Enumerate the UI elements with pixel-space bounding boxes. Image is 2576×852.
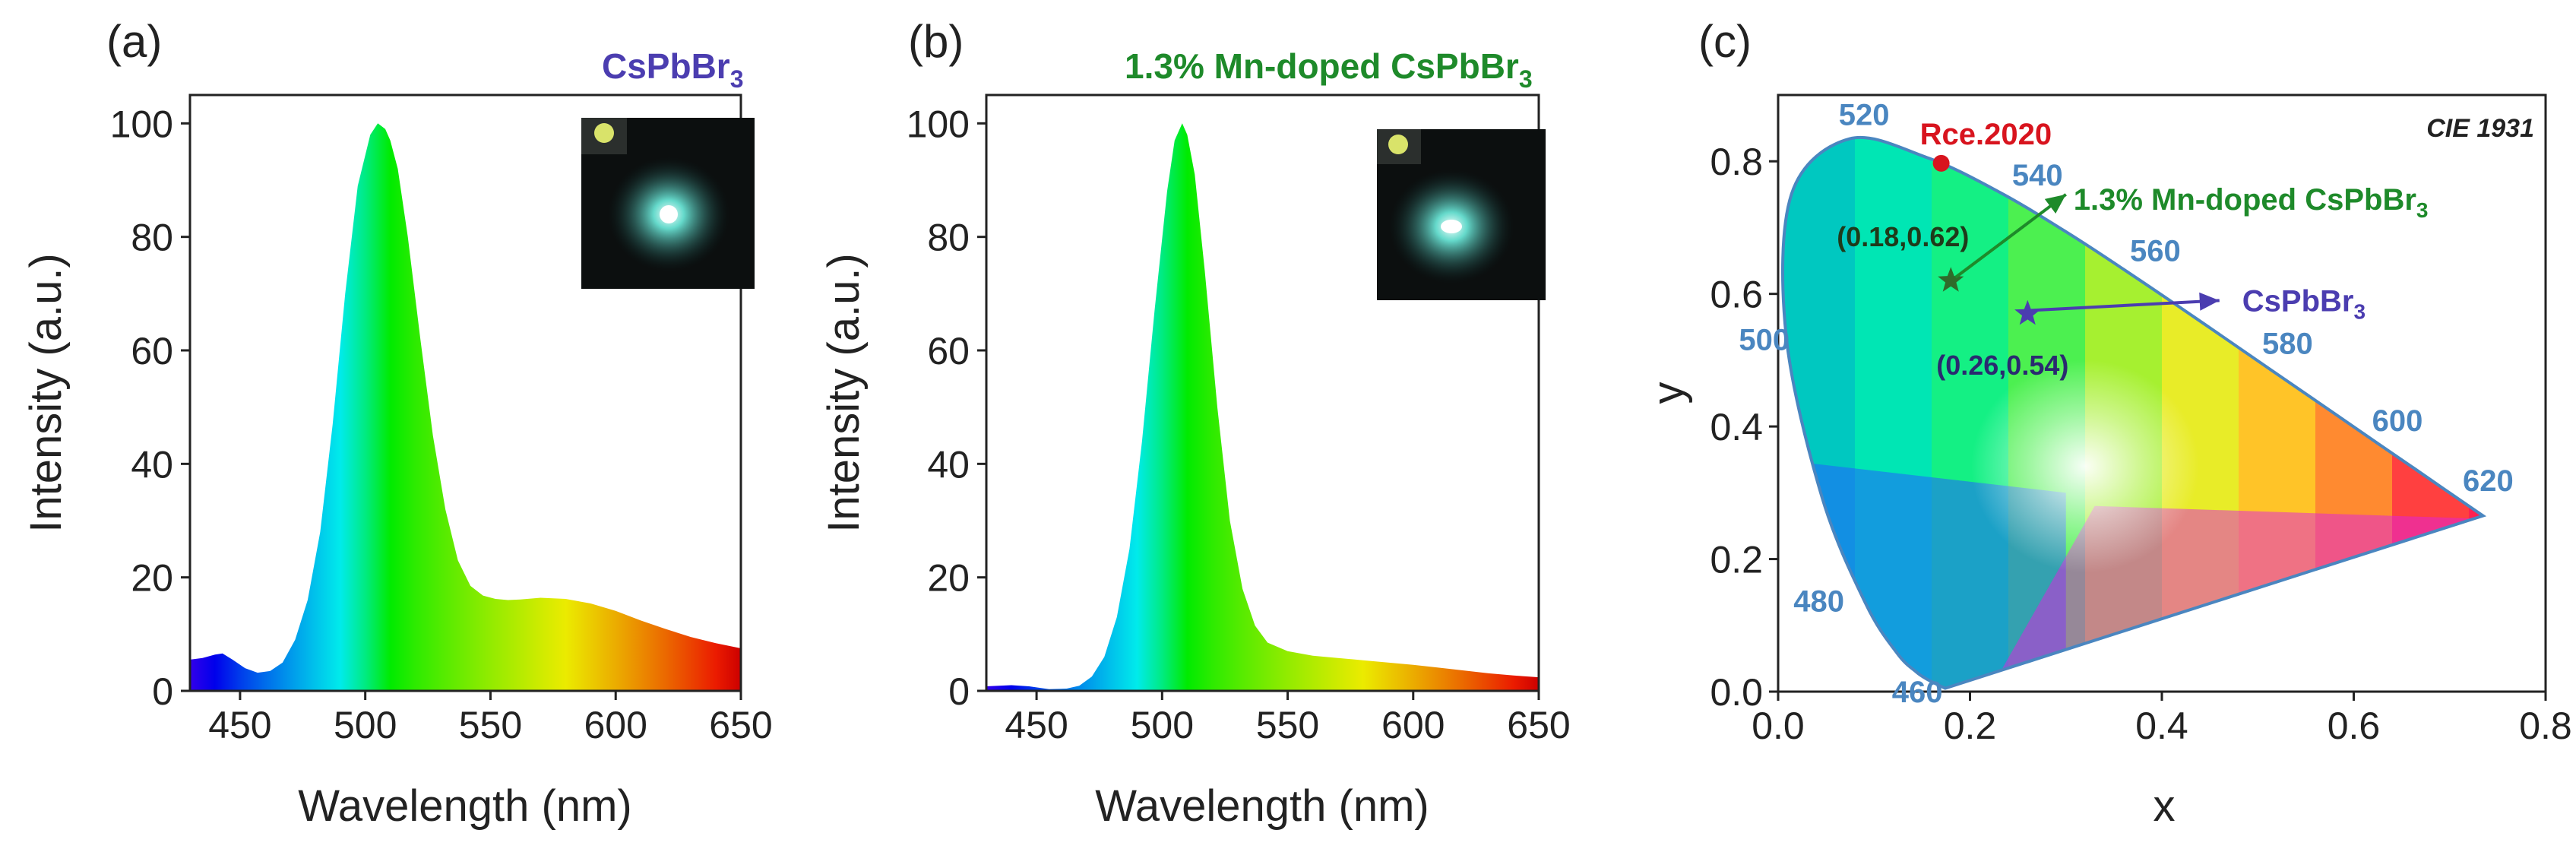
mn-doped-coords-label: (0.18,0.62) <box>1837 221 1969 252</box>
arrow-label: CsPbBr3 <box>2242 284 2366 323</box>
y-axis-c: 0.0 0.2 0.4 0.6 0.8 <box>1710 141 1778 714</box>
x-tick-label: 450 <box>208 704 271 746</box>
panel-b-label: (b) <box>908 16 964 67</box>
y-tick-label: 20 <box>927 557 970 600</box>
x-tick-label: 550 <box>1256 704 1319 746</box>
y-tick-label: 0.4 <box>1710 406 1763 448</box>
wavelength-label: 540 <box>2012 159 2063 192</box>
panel-b: (b) 1.3% Mn-doped CsPbBr3 0 20 40 60 80 100 4… <box>819 16 1571 831</box>
cspbbr3-star-marker <box>2014 299 2041 325</box>
x-tick-label: 0.4 <box>2135 705 2188 747</box>
x-tick-label: 0.6 <box>2328 705 2381 747</box>
y-axis-label-b: Intensity (a.u.) <box>819 253 869 532</box>
plot-frame-a <box>188 93 742 692</box>
rec2020-marker <box>1932 154 1950 172</box>
panel-a-label: (a) <box>106 16 162 67</box>
wavelength-label: 480 <box>1793 584 1844 618</box>
x-tick-label: 600 <box>584 704 647 746</box>
plot-frame-b <box>985 93 1540 692</box>
wavelength-label: 580 <box>2262 328 2313 361</box>
spectrum-area-a <box>190 123 741 692</box>
panel-c: (c) CIE 1931 0.00.20.40.60.8 0.0 0.2 0.4 0.… <box>1644 16 2572 831</box>
x-axis-label-c: x <box>2154 781 2176 831</box>
y-tick-label: 60 <box>927 330 970 372</box>
y-tick-label: 100 <box>110 103 173 145</box>
wavelength-label: 520 <box>1839 99 1890 132</box>
x-tick-label: 600 <box>1381 704 1445 746</box>
wavelength-label: 460 <box>1892 676 1943 709</box>
y-tick-label: 40 <box>927 443 970 486</box>
x-axis-label-a: Wavelength (nm) <box>298 781 631 831</box>
mn-doped-star-marker <box>1938 267 1964 292</box>
y-tick-label: 20 <box>131 557 173 600</box>
x-axis-label-b: Wavelength (nm) <box>1095 781 1429 831</box>
cspbbr3-coords-label: (0.26,0.54) <box>1936 350 2068 381</box>
x-tick-label: 550 <box>459 704 522 746</box>
annotation-arrow <box>1954 193 2067 279</box>
wavelength-labels: 460 480 500 520 540 560 580 600 620 <box>1739 99 2513 709</box>
cie-points: Rce.2020 (0.18,0.62) (0.26,0.54) 1.3% Mn-do… <box>1837 118 2428 381</box>
annotation-arrowhead <box>2199 292 2220 311</box>
wavelength-label: 620 <box>2463 464 2514 498</box>
y-axis-b: 0 20 40 60 80 100 <box>907 103 986 713</box>
panel-a: (a) CsPbBr3 0 20 40 60 80 100 450 500 550 600 650… <box>21 16 773 831</box>
inset-photo-a <box>581 118 755 289</box>
x-tick-label: 500 <box>1131 704 1194 746</box>
y-tick-label: 0.6 <box>1710 274 1763 316</box>
y-tick-label: 0.8 <box>1710 141 1763 183</box>
cie-title: CIE 1931 <box>2426 114 2534 143</box>
wavelength-label: 560 <box>2130 234 2181 268</box>
panel-c-label: (c) <box>1698 16 1752 67</box>
y-axis-label-a: Intensity (a.u.) <box>21 253 71 532</box>
y-tick-label: 0.2 <box>1710 539 1763 581</box>
x-tick-label: 0.8 <box>2519 705 2572 747</box>
x-tick-label: 450 <box>1005 704 1068 746</box>
x-tick-label: 650 <box>1507 704 1570 746</box>
x-tick-label: 0.2 <box>1944 705 1997 747</box>
panel-a-title: CsPbBr3 <box>602 46 744 93</box>
y-tick-label: 0 <box>948 670 970 713</box>
arrow-label: 1.3% Mn-doped CsPbBr3 <box>2074 183 2429 222</box>
panel-b-title: 1.3% Mn-doped CsPbBr3 <box>1125 46 1533 93</box>
y-tick-label: 80 <box>927 217 970 259</box>
y-tick-label: 40 <box>131 443 173 486</box>
y-tick-label: 100 <box>907 103 970 145</box>
y-axis-a: 0 20 40 60 80 100 <box>110 103 190 713</box>
wavelength-label: 500 <box>1739 323 1790 356</box>
y-tick-label: 0.0 <box>1710 671 1763 714</box>
inset-photo-b <box>1377 129 1546 300</box>
wavelength-label: 600 <box>2372 404 2423 438</box>
x-axis-c: 0.0 0.2 0.4 0.6 0.8 <box>1752 692 2572 747</box>
x-axis-b: 450 500 550 600 650 <box>1005 691 1571 746</box>
annotation-arrow <box>2029 299 2220 312</box>
x-tick-label: 500 <box>334 704 397 746</box>
gamut-band <box>2469 137 2483 689</box>
white-point-glow <box>1971 359 2199 573</box>
x-tick-label: 650 <box>709 704 772 746</box>
x-tick-label: 0.0 <box>1752 705 1805 747</box>
annotation-arrowhead <box>2044 194 2066 214</box>
rec2020-label: Rce.2020 <box>1920 118 2052 151</box>
y-axis-label-c: y <box>1644 382 1693 404</box>
x-axis-a: 450 500 550 600 650 <box>208 691 773 746</box>
y-tick-label: 60 <box>131 330 173 372</box>
y-tick-label: 0 <box>152 670 173 713</box>
y-tick-label: 80 <box>131 217 173 259</box>
